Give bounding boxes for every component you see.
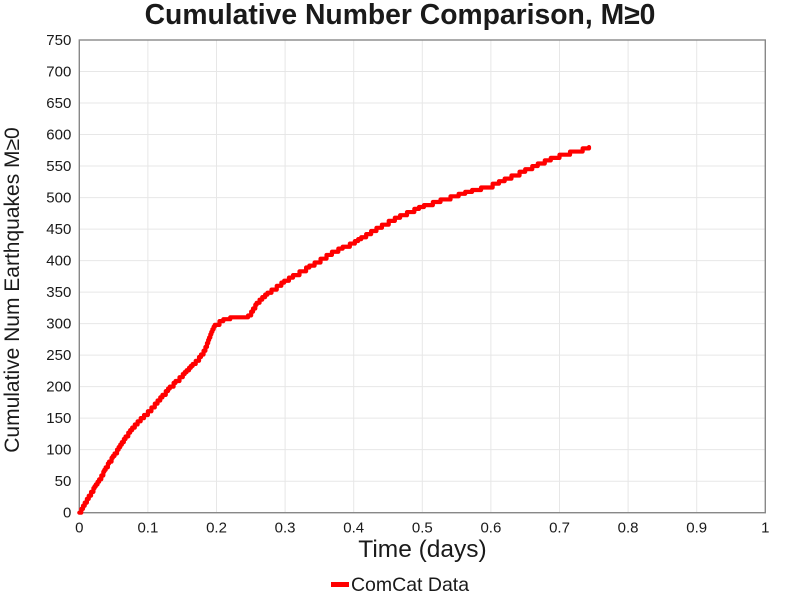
svg-text:450: 450	[46, 221, 71, 238]
svg-text:500: 500	[46, 190, 71, 207]
svg-text:50: 50	[55, 473, 72, 490]
svg-text:600: 600	[46, 127, 71, 144]
svg-text:0.3: 0.3	[275, 520, 296, 537]
svg-text:650: 650	[46, 95, 71, 112]
svg-text:750: 750	[46, 32, 71, 49]
svg-text:100: 100	[46, 442, 71, 459]
svg-text:400: 400	[46, 253, 71, 270]
svg-text:0.4: 0.4	[343, 520, 364, 537]
svg-text:150: 150	[46, 410, 71, 427]
svg-text:0.1: 0.1	[137, 520, 158, 537]
svg-text:0.9: 0.9	[686, 520, 707, 537]
svg-text:1: 1	[761, 520, 769, 537]
svg-text:300: 300	[46, 316, 71, 333]
svg-text:0.5: 0.5	[412, 520, 433, 537]
svg-text:0.7: 0.7	[549, 520, 570, 537]
svg-text:0.6: 0.6	[480, 520, 501, 537]
svg-text:0.8: 0.8	[618, 520, 639, 537]
svg-text:0.2: 0.2	[206, 520, 227, 537]
svg-text:0: 0	[63, 505, 71, 522]
svg-text:550: 550	[46, 158, 71, 175]
svg-text:200: 200	[46, 379, 71, 396]
svg-text:0: 0	[75, 520, 83, 537]
svg-text:250: 250	[46, 347, 71, 364]
svg-text:350: 350	[46, 284, 71, 301]
svg-text:700: 700	[46, 64, 71, 81]
